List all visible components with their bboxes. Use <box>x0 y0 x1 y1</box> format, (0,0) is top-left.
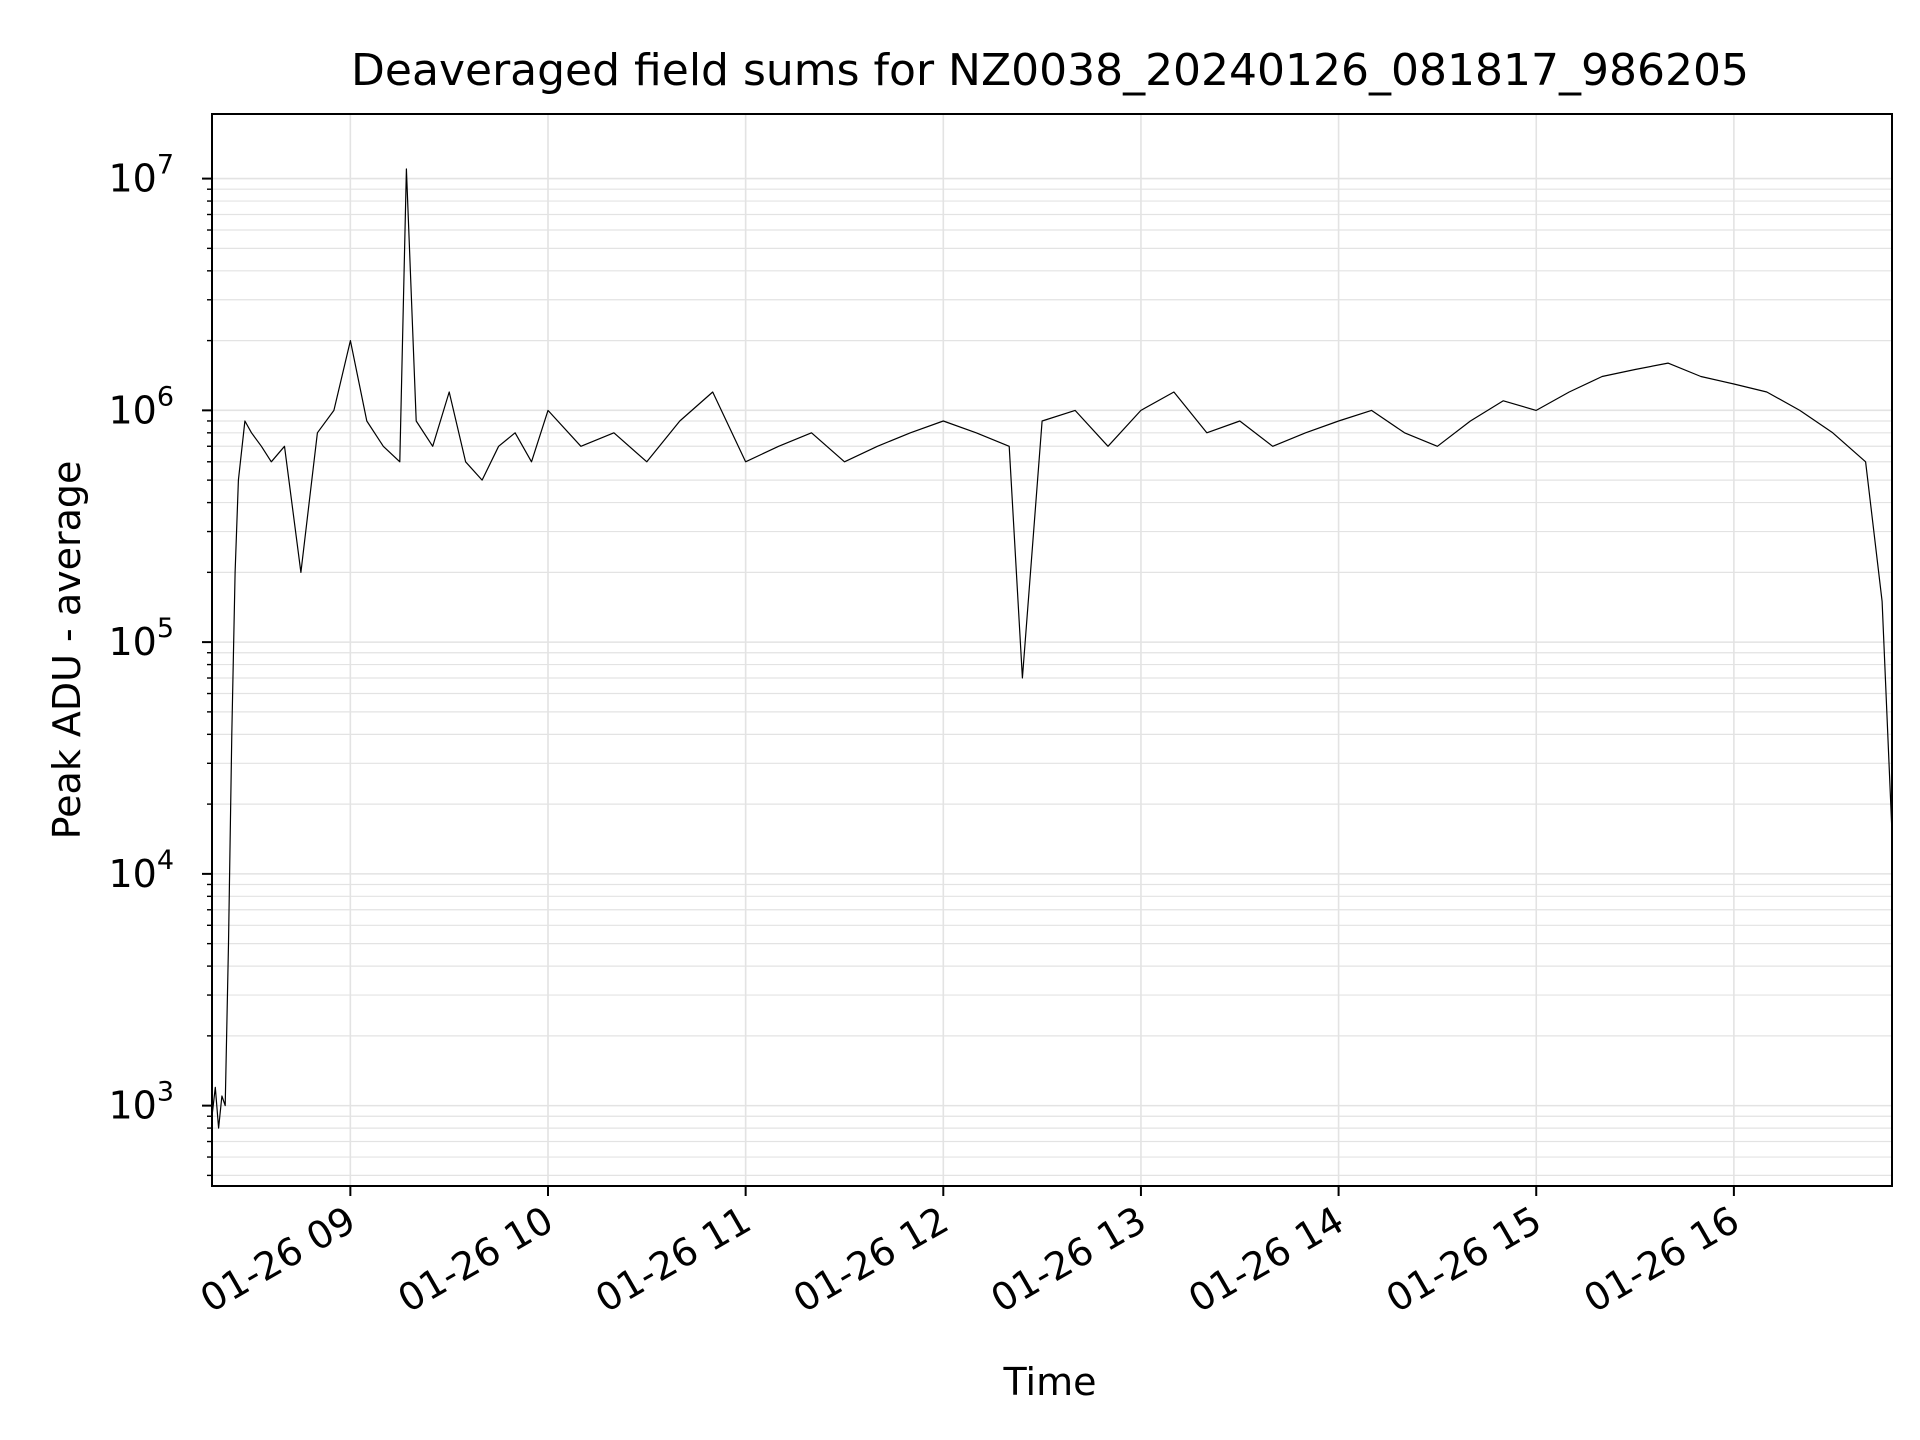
chart-title: Deaveraged field sums for NZ0038_2024012… <box>351 45 1749 96</box>
y-tick-exponent: 6 <box>157 381 174 412</box>
y-axis-label: Peak ADU - average <box>45 461 89 840</box>
y-tick-base: 10 <box>108 157 156 201</box>
y-tick-base: 10 <box>108 620 156 664</box>
series-line <box>211 168 1893 1129</box>
y-tick-label: 106 <box>108 381 174 432</box>
y-tick-base: 10 <box>108 852 156 896</box>
y-tick-label: 107 <box>108 150 174 201</box>
y-tick-exponent: 7 <box>157 150 174 181</box>
y-tick-base: 10 <box>108 388 156 432</box>
y-tick-label: 103 <box>108 1077 174 1128</box>
grid-lines <box>212 114 1892 1186</box>
x-axis-label: Time <box>1003 1360 1097 1404</box>
y-tick-exponent: 3 <box>157 1077 174 1108</box>
y-tick-base: 10 <box>108 1084 156 1128</box>
y-tick-exponent: 4 <box>157 845 174 876</box>
y-tick-label: 105 <box>108 613 174 664</box>
plot-frame <box>211 113 1893 1187</box>
y-tick-exponent: 5 <box>157 613 174 644</box>
y-tick-label: 104 <box>108 845 174 896</box>
